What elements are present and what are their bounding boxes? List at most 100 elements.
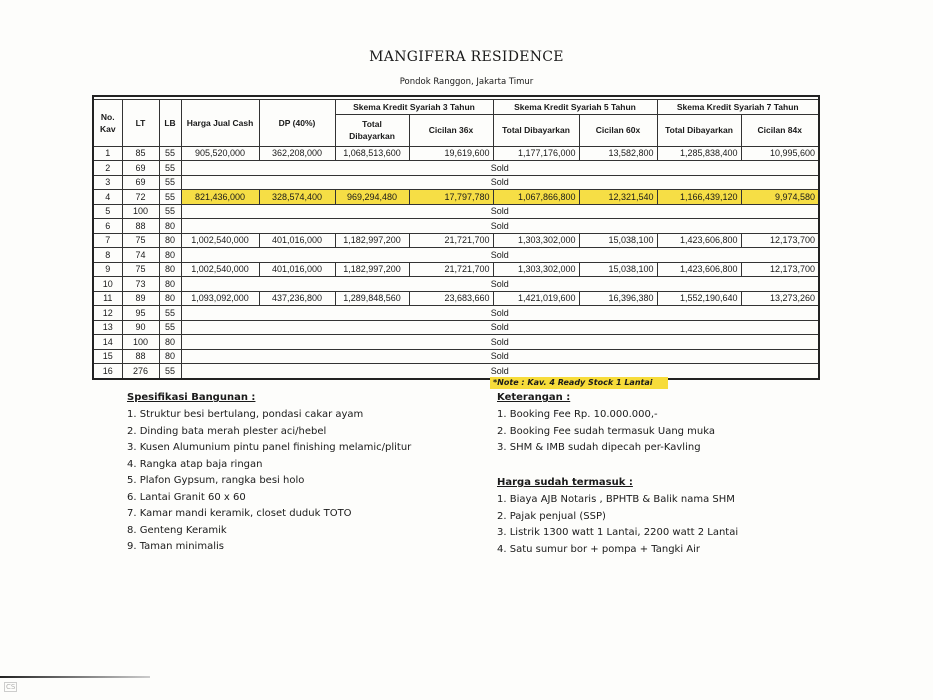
cell-no-kav: 4 — [92, 189, 123, 205]
cell-no-kav: 13 — [92, 319, 123, 335]
cell-lt: 276 — [121, 363, 160, 379]
table-row: 10 73 80 Sold — [92, 276, 820, 292]
cell-dp: 437,236,800 — [258, 290, 336, 306]
keterangan-item: 2. Booking Fee sudah termasuk Uang muka — [497, 425, 716, 437]
cell-cicilan-84: 12,173,700 — [740, 232, 820, 248]
spesifikasi-section: Spesifikasi Bangunan : 1. Struktur besi … — [127, 392, 411, 556]
table-row: 9 75 80 1,002,540,000 401,016,000 1,182,997,2… — [92, 261, 820, 277]
scanner-watermark: CS — [4, 682, 18, 692]
cell-total-3: 1,289,848,560 — [334, 290, 410, 306]
cell-total-7: 1,552,190,640 — [656, 290, 742, 306]
cell-lt: 69 — [121, 174, 160, 190]
cell-sold: Sold — [180, 174, 820, 190]
cell-lb: 55 — [158, 160, 182, 176]
spec-item: 7. Kamar mandi keramik, closet duduk TOT… — [127, 508, 352, 519]
harga-termasuk-section: Harga sudah termasuk : 1. Biaya AJB Nota… — [497, 477, 738, 558]
cell-lt: 88 — [121, 348, 160, 364]
cell-cicilan-60: 16,396,380 — [578, 290, 658, 306]
cell-total-3: 969,294,480 — [334, 189, 410, 205]
cell-total-5: 1,421,019,600 — [492, 290, 580, 306]
table-row: 3 69 55 Sold — [92, 174, 820, 190]
cell-no-kav: 2 — [92, 160, 123, 176]
cell-lb: 55 — [158, 174, 182, 190]
table-row: 7 75 80 1,002,540,000 401,016,000 1,182,997,2… — [92, 232, 820, 248]
cell-lb: 55 — [158, 189, 182, 205]
cell-harga-cash: 821,436,000 — [180, 189, 260, 205]
cell-dp: 362,208,000 — [258, 145, 336, 161]
harga-termasuk-item: 2. Pajak penjual (SSP) — [497, 510, 606, 522]
harga-termasuk-item: 1. Biaya AJB Notaris , BPHTB & Balik nam… — [497, 494, 735, 505]
cell-sold: Sold — [180, 319, 820, 335]
cell-lt: 89 — [121, 290, 160, 306]
cell-dp: 401,016,000 — [258, 261, 336, 277]
cell-lb: 55 — [158, 363, 182, 379]
table-body: 1 85 55 905,520,000 362,208,000 1,068,513,600… — [92, 145, 820, 379]
spec-item: 3. Kusen Alumunium pintu panel finishing… — [127, 442, 412, 453]
price-table: No. Kav LT LB Harga Jual Cash DP (40%) S… — [92, 95, 820, 380]
harga-termasuk-item: 3. Listrik 1300 watt 1 Lantai, 2200 watt… — [497, 527, 739, 538]
table-row: 6 88 80 Sold — [92, 218, 820, 234]
keterangan-heading: Keterangan : — [497, 392, 571, 403]
cell-cicilan-84: 13,273,260 — [740, 290, 820, 306]
cell-cicilan-36: 19,619,600 — [408, 145, 494, 161]
header-total-3: Total Dibayarkan — [334, 113, 410, 147]
cell-total-7: 1,285,838,400 — [656, 145, 742, 161]
cell-sold: Sold — [180, 348, 820, 364]
cell-cicilan-60: 12,321,540 — [578, 189, 658, 205]
cell-no-kav: 5 — [92, 203, 123, 219]
table-row: 14 100 80 Sold — [92, 334, 820, 350]
header-harga-cash: Harga Jual Cash — [180, 99, 260, 147]
spec-item: 6. Lantai Granit 60 x 60 — [127, 491, 246, 503]
cell-total-7: 1,423,606,800 — [656, 232, 742, 248]
keterangan-section: Keterangan : 1. Booking Fee Rp. 10.000.0… — [497, 392, 715, 457]
header-cicilan-84: Cicilan 84x — [740, 113, 820, 147]
cell-cicilan-36: 21,721,700 — [408, 261, 494, 277]
cell-total-3: 1,182,997,200 — [334, 261, 410, 277]
cell-lt: 90 — [121, 319, 160, 335]
header-total-5: Total Dibayarkan — [492, 113, 580, 147]
header-group-7-tahun: Skema Kredit Syariah 7 Tahun — [656, 99, 820, 115]
cell-total-3: 1,068,513,600 — [334, 145, 410, 161]
cell-dp: 401,016,000 — [258, 232, 336, 248]
cell-lt: 75 — [121, 232, 160, 248]
harga-termasuk-item: 4. Satu sumur bor + pompa + Tangki Air — [497, 543, 701, 555]
cell-cicilan-84: 9,974,580 — [740, 189, 820, 205]
table-row: 11 89 80 1,093,092,000 437,236,800 1,289,848,… — [92, 290, 820, 306]
cell-no-kav: 8 — [92, 247, 123, 263]
header-cicilan-36: Cicilan 36x — [408, 113, 494, 147]
header-lt: LT — [121, 99, 160, 147]
cell-lt: 69 — [121, 160, 160, 176]
cell-cicilan-36: 23,683,660 — [408, 290, 494, 306]
cell-total-3: 1,182,997,200 — [334, 232, 410, 248]
cell-total-5: 1,303,302,000 — [492, 261, 580, 277]
cell-no-kav: 1 — [92, 145, 123, 161]
cell-no-kav: 12 — [92, 305, 123, 321]
cell-lt: 88 — [121, 218, 160, 234]
cell-sold: Sold — [180, 203, 820, 219]
cell-lb: 80 — [158, 348, 182, 364]
table-row: 12 95 55 Sold — [92, 305, 820, 321]
cell-lb: 80 — [158, 232, 182, 248]
table-row: 5 100 55 Sold — [92, 203, 820, 219]
cell-dp: 328,574,400 — [258, 189, 336, 205]
cell-lt: 73 — [121, 276, 160, 292]
cell-lb: 80 — [158, 334, 182, 350]
cell-harga-cash: 905,520,000 — [180, 145, 260, 161]
cell-lb: 55 — [158, 305, 182, 321]
cell-no-kav: 10 — [92, 276, 123, 292]
header-group-3-tahun: Skema Kredit Syariah 3 Tahun — [334, 99, 494, 115]
spec-item: 9. Taman minimalis — [127, 541, 224, 552]
table-row: 15 88 80 Sold — [92, 348, 820, 364]
cell-lb: 80 — [158, 290, 182, 306]
camscanner-logo: CS — [4, 682, 18, 692]
cell-cicilan-60: 15,038,100 — [578, 261, 658, 277]
cell-lb: 55 — [158, 145, 182, 161]
cell-no-kav: 14 — [92, 334, 123, 350]
cell-cicilan-36: 17,797,780 — [408, 189, 494, 205]
table-row: 16 276 55 Sold — [92, 363, 820, 379]
cell-no-kav: 11 — [92, 290, 123, 306]
cell-total-7: 1,166,439,120 — [656, 189, 742, 205]
table-row: 8 74 80 Sold — [92, 247, 820, 263]
cell-no-kav: 16 — [92, 363, 123, 379]
cell-lb: 55 — [158, 319, 182, 335]
